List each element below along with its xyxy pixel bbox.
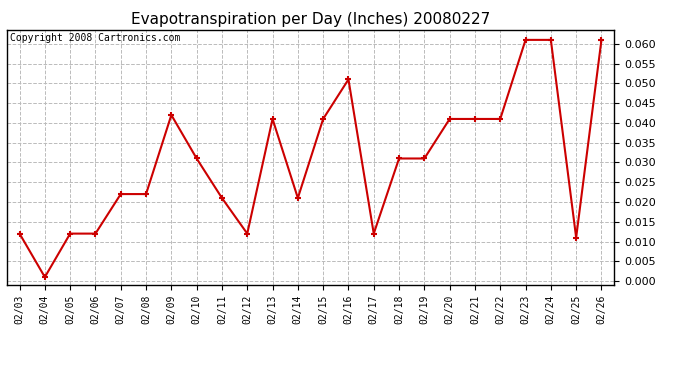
Title: Evapotranspiration per Day (Inches) 20080227: Evapotranspiration per Day (Inches) 2008… [131, 12, 490, 27]
Text: Copyright 2008 Cartronics.com: Copyright 2008 Cartronics.com [10, 33, 180, 42]
